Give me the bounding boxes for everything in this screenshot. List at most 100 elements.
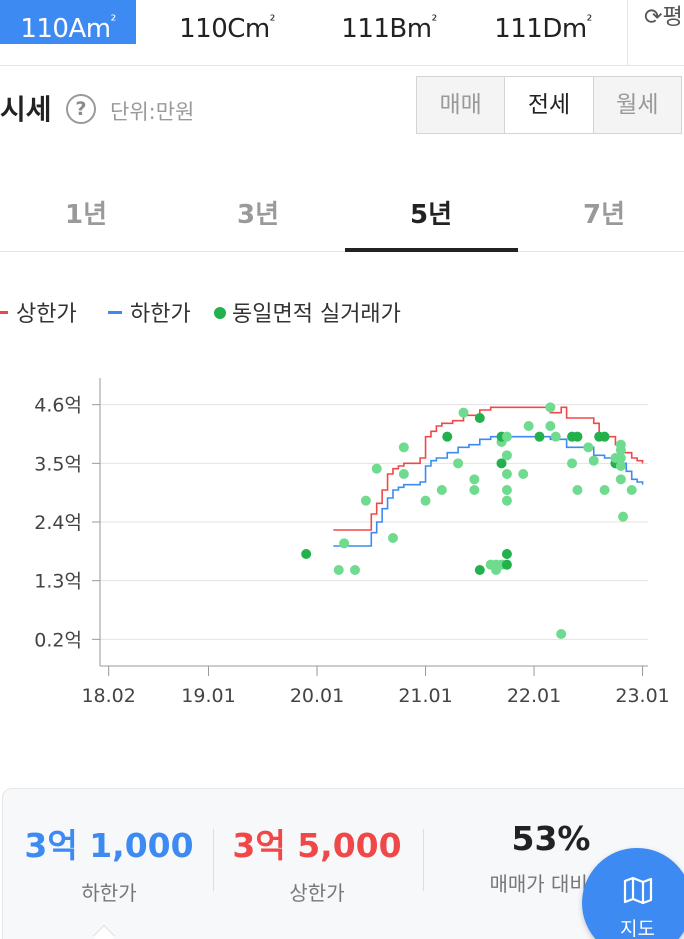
deal-point: [501, 559, 512, 570]
map-button-label: 지도: [620, 918, 655, 939]
deal-point: [398, 469, 409, 479]
series-line-lower: [333, 435, 644, 547]
price-summary-card: 3억 1,000 하한가 3억 5,000 상한가 53% 매매가 대비 전: [2, 788, 684, 939]
tab-1y[interactable]: 1년: [64, 200, 107, 230]
deal-point: [615, 453, 626, 463]
legend-deals-swatch: [214, 307, 226, 319]
map-icon: [623, 876, 653, 905]
trade-type-monthly[interactable]: 월세: [593, 77, 681, 133]
deal-point: [501, 549, 512, 559]
deal-point: [350, 565, 361, 575]
deal-point: [436, 485, 447, 495]
deal-point: [469, 485, 480, 495]
deal-point: [545, 421, 556, 431]
deal-point: [618, 511, 629, 522]
area-tab-111b[interactable]: 111Bm²: [324, 0, 454, 44]
stat-divider: [423, 829, 424, 891]
deal-point: [501, 450, 512, 461]
legend-lower: 하한가: [108, 296, 191, 328]
legend-upper-label: 상한가: [16, 302, 77, 327]
deal-point: [387, 533, 398, 543]
x-tick-label: 18.02: [81, 685, 135, 707]
stat-upper-value: 3억 5,000: [232, 826, 402, 865]
deal-point: [518, 469, 529, 479]
tab-5y[interactable]: 5년: [409, 200, 452, 230]
area-tab-label: 111Bm: [341, 14, 432, 44]
deal-point: [588, 455, 599, 466]
legend-lower-label: 하한가: [130, 302, 191, 327]
area-tabs: 110Am² 110Cm² 111Bm² 111Dm² ⟳평: [0, 0, 684, 66]
deal-point: [501, 431, 512, 442]
legend-deals: 동일면적 실거래가: [214, 296, 401, 328]
stat-lower-value: 3억 1,000: [24, 826, 194, 865]
deal-point: [371, 463, 382, 474]
unit-label: 단위:만원: [110, 100, 195, 124]
tab-3y[interactable]: 3년: [236, 200, 279, 230]
deal-point: [398, 442, 409, 453]
trade-type-selector: 매매 전세 월세: [416, 76, 682, 134]
pyeong-toggle-button[interactable]: ⟳평: [627, 0, 684, 66]
deal-point: [301, 549, 312, 559]
x-tick-label: 21.01: [398, 685, 452, 707]
deal-point: [496, 458, 507, 469]
deal-point: [474, 413, 485, 423]
area-tab-label: 111Dm: [494, 14, 587, 44]
deal-point: [556, 629, 567, 639]
area-tab-unit: ²: [431, 13, 438, 29]
deal-point: [501, 469, 512, 479]
area-tab-unit: ²: [586, 13, 593, 29]
deal-point: [615, 461, 626, 471]
deal-point: [501, 485, 512, 495]
deal-point: [545, 402, 556, 413]
y-tick-label: 3.5억: [34, 453, 82, 475]
price-chart: 4.6억 3.5억 2.4억 1.3억 0.2억 18.02 19.01 20.01 21.01…: [34, 378, 670, 707]
legend-upper: 상한가: [0, 296, 77, 328]
deal-point: [333, 565, 344, 575]
deal-point: [599, 431, 610, 442]
trade-type-jeonse[interactable]: 전세: [505, 77, 594, 133]
active-tab-indicator: [345, 248, 518, 252]
stat-upper-label: 상한가: [289, 881, 345, 905]
deal-point: [474, 565, 485, 575]
area-tab-110c[interactable]: 110Cm²: [162, 0, 292, 44]
help-icon[interactable]: ?: [66, 94, 96, 124]
deal-point: [360, 495, 371, 506]
area-tab-label: 110Cm: [179, 14, 270, 44]
deal-point: [599, 485, 610, 495]
y-tick-label: 2.4억: [34, 512, 82, 534]
x-tick-label: 20.01: [290, 685, 344, 707]
legend-lower-swatch: [108, 311, 122, 314]
area-tab-unit: ²: [269, 13, 276, 29]
period-tabs: 1년 3년 5년 7년: [0, 170, 684, 252]
deal-point: [523, 421, 534, 431]
deal-point: [572, 485, 583, 495]
y-tick-label: 4.6억: [34, 395, 82, 417]
x-tick-label: 19.01: [181, 685, 235, 707]
area-tab-label: 110Am: [20, 14, 111, 44]
deal-point: [458, 407, 469, 418]
stat-lower: 3억 1,000 하한가: [23, 819, 195, 906]
x-tick-label: 23.01: [615, 685, 669, 707]
stat-ratio: 53% 매매가 대비 전: [451, 819, 651, 897]
deal-point: [567, 458, 578, 469]
deal-point: [339, 538, 350, 549]
deal-point: [453, 458, 464, 469]
deal-point: [615, 474, 626, 485]
y-tick-label: 1.3억: [34, 571, 82, 593]
stat-lower-label: 하한가: [81, 881, 137, 905]
stat-divider: [213, 829, 214, 891]
x-tick-label: 22.01: [507, 685, 561, 707]
deal-point: [615, 439, 626, 450]
deal-point: [550, 431, 561, 442]
y-tick-label: 0.2억: [34, 629, 82, 651]
pyeong-label: 평: [662, 5, 683, 30]
area-tab-110a[interactable]: 110Am²: [0, 0, 136, 44]
map-button[interactable]: 지도: [582, 848, 684, 939]
area-tab-111d[interactable]: 111Dm²: [478, 0, 608, 44]
area-tab-unit: ²: [110, 13, 117, 29]
deal-point: [626, 485, 637, 495]
tab-7y[interactable]: 7년: [582, 200, 625, 230]
page-title: 시세: [0, 93, 52, 126]
stat-ratio-value: 53%: [511, 819, 591, 858]
trade-type-sale[interactable]: 매매: [417, 77, 506, 133]
